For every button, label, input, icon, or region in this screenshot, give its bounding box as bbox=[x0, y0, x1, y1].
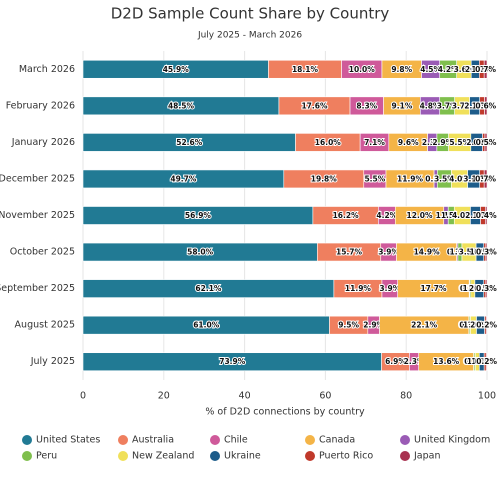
value-label: 19.8% bbox=[311, 174, 338, 183]
value-label: 9.1% bbox=[392, 101, 413, 110]
legend-label: Peru bbox=[36, 451, 57, 462]
x-tick-label: 60 bbox=[319, 391, 331, 402]
value-label: 9.8% bbox=[391, 65, 412, 74]
value-label: 12.0% bbox=[407, 211, 434, 220]
value-label: 0.3% bbox=[476, 248, 497, 257]
value-label: 49.7% bbox=[170, 174, 197, 183]
value-label: 0.4% bbox=[476, 211, 497, 220]
x-tick-label: 100 bbox=[478, 391, 496, 402]
value-label: 0.5% bbox=[476, 138, 497, 147]
chart-title: D2D Sample Count Share by Country bbox=[111, 5, 390, 23]
chart-subtitle: July 2025 - March 2026 bbox=[197, 31, 302, 41]
value-label: 56.9% bbox=[185, 211, 212, 220]
value-label: 18.1% bbox=[292, 65, 319, 74]
y-tick-label: November 2025 bbox=[0, 210, 75, 221]
legend-marker bbox=[22, 451, 32, 461]
legend-label: Puerto Rico bbox=[319, 451, 373, 462]
value-label: 61.0% bbox=[193, 321, 220, 330]
legend-marker bbox=[118, 435, 128, 445]
y-tick-label: January 2026 bbox=[11, 137, 75, 148]
legend-label: United States bbox=[36, 435, 100, 446]
value-label: 14.9% bbox=[414, 248, 441, 257]
value-label: 7.1% bbox=[364, 138, 385, 147]
value-label: 22.1% bbox=[411, 321, 438, 330]
x-tick-label: 40 bbox=[239, 391, 251, 402]
y-tick-label: October 2025 bbox=[10, 247, 75, 258]
value-label: 0.7% bbox=[475, 65, 496, 74]
legend-marker bbox=[210, 451, 220, 461]
legend-label: Japan bbox=[413, 451, 441, 462]
legend-label: Australia bbox=[132, 435, 174, 446]
value-label: 11.9% bbox=[397, 174, 424, 183]
x-tick-label: 80 bbox=[400, 391, 412, 402]
value-label: 0.2% bbox=[476, 357, 497, 366]
legend-label: Ukraine bbox=[224, 451, 261, 462]
value-label: 52.6% bbox=[176, 138, 203, 147]
x-tick-label: 0 bbox=[80, 391, 86, 402]
value-label: 0.7% bbox=[475, 174, 496, 183]
legend-label: Chile bbox=[224, 435, 248, 446]
x-axis-label: % of D2D connections by country bbox=[205, 407, 365, 418]
y-tick-label: February 2026 bbox=[6, 100, 75, 111]
legend-label: United Kingdom bbox=[414, 435, 490, 446]
y-tick-label: September 2025 bbox=[0, 283, 75, 294]
legend-marker bbox=[305, 451, 315, 461]
value-label: 16.0% bbox=[315, 138, 342, 147]
value-label: 0.2% bbox=[476, 321, 497, 330]
value-label: 48.5% bbox=[168, 101, 195, 110]
value-label: 45.9% bbox=[163, 65, 190, 74]
value-label: 62.1% bbox=[195, 284, 222, 293]
value-label: 9.6% bbox=[398, 138, 419, 147]
value-label: 0.3% bbox=[476, 284, 497, 293]
value-label: 15.7% bbox=[336, 248, 363, 257]
value-label: 10.0% bbox=[349, 65, 376, 74]
value-label: 17.6% bbox=[301, 101, 328, 110]
y-tick-label: August 2025 bbox=[15, 320, 75, 331]
y-tick-label: December 2025 bbox=[0, 173, 75, 184]
legend-marker bbox=[400, 451, 410, 461]
value-label: 16.2% bbox=[333, 211, 360, 220]
legend-label: New Zealand bbox=[132, 451, 194, 462]
value-label: 9.5% bbox=[338, 321, 359, 330]
value-label: 8.3% bbox=[356, 101, 377, 110]
legend-marker bbox=[305, 435, 315, 445]
value-label: 11.9% bbox=[345, 284, 372, 293]
legend-marker bbox=[400, 435, 410, 445]
y-tick-label: March 2026 bbox=[19, 64, 75, 75]
y-tick-label: July 2025 bbox=[30, 356, 75, 367]
legend-label: Canada bbox=[319, 435, 355, 446]
legend-marker bbox=[22, 435, 32, 445]
legend-marker bbox=[118, 451, 128, 461]
value-label: 17.7% bbox=[420, 284, 447, 293]
x-tick-label: 20 bbox=[158, 391, 170, 402]
value-label: 5.5% bbox=[364, 174, 385, 183]
value-label: 58.0% bbox=[187, 248, 214, 257]
value-label: 0.6% bbox=[475, 101, 496, 110]
value-label: 13.6% bbox=[433, 357, 460, 366]
value-label: 73.9% bbox=[219, 357, 246, 366]
legend-marker bbox=[210, 435, 220, 445]
value-label: 4.2% bbox=[376, 211, 397, 220]
